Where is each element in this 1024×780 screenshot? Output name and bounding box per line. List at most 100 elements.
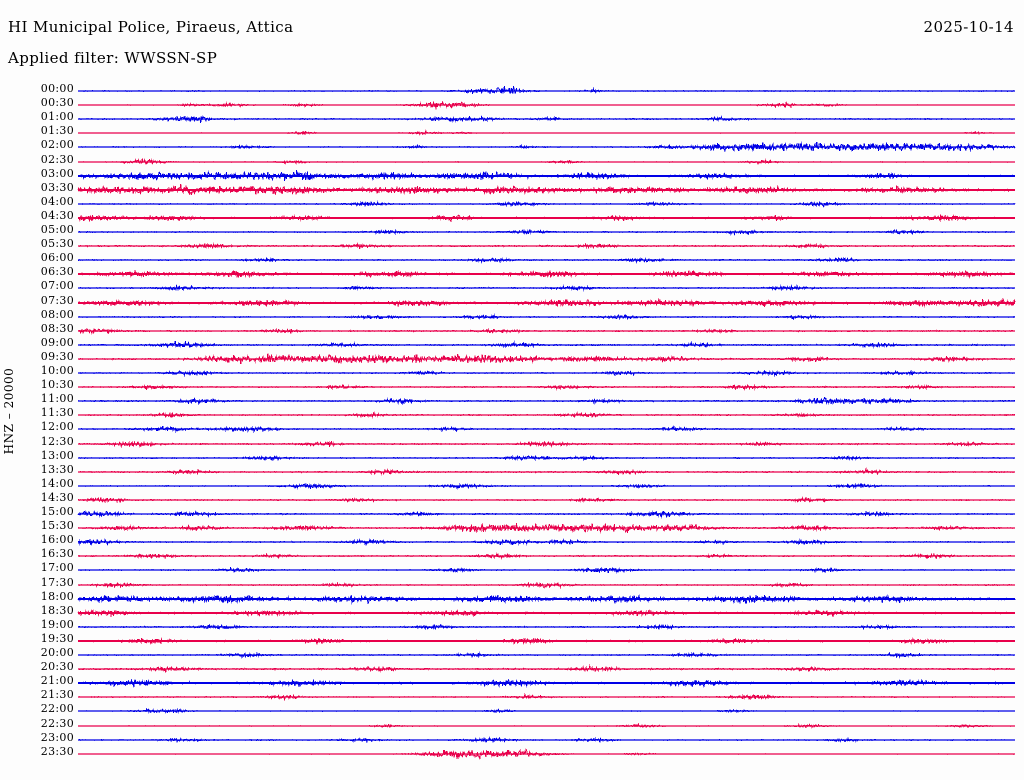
row-time-label: 10:00 xyxy=(40,364,74,377)
row-time-label: 18:00 xyxy=(40,589,74,603)
row-time-label: 06:00 xyxy=(40,251,74,265)
row-time-label: 03:00 xyxy=(40,166,74,180)
seismic-trace xyxy=(77,408,1016,422)
row-time-label: 03:30 xyxy=(40,180,74,194)
seismic-trace xyxy=(77,549,1016,563)
helicorder-row: 13:00 xyxy=(0,449,1024,465)
trace-svg xyxy=(77,242,1016,250)
seismic-trace xyxy=(77,620,1016,634)
trace-svg xyxy=(77,269,1016,279)
trace-waveform xyxy=(77,678,1016,689)
trace-waveform xyxy=(77,85,1016,95)
seismic-trace xyxy=(78,366,1016,380)
trace-svg xyxy=(77,425,1016,434)
helicorder-row: 11:00 xyxy=(0,393,1024,408)
seismic-trace xyxy=(77,733,1016,747)
helicorder-plot: 00:00 00:30 01:00 01:30 02:00 02:30 03:00 03:30… xyxy=(0,80,1024,772)
helicorder-row: 14:00 xyxy=(0,476,1024,493)
helicorder-row: 07:00 xyxy=(0,279,1024,295)
row-time-label: 22:30 xyxy=(40,716,74,730)
seismic-trace xyxy=(77,634,1015,648)
trace-svg xyxy=(77,482,1016,490)
trace-waveform xyxy=(77,664,1016,673)
trace-svg xyxy=(77,256,1016,264)
seismic-trace xyxy=(77,521,1016,535)
trace-svg xyxy=(77,552,1016,561)
trace-svg xyxy=(77,510,1016,519)
helicorder-row: 07:30 xyxy=(0,294,1024,310)
seismic-trace xyxy=(77,310,1016,324)
helicorder-row: 23:00 xyxy=(0,731,1024,747)
trace-waveform xyxy=(77,284,1016,292)
trace-waveform xyxy=(77,100,1016,110)
seismic-trace xyxy=(77,394,1016,408)
row-time-label: 15:00 xyxy=(40,505,74,518)
trace-svg xyxy=(77,200,1016,208)
trace-waveform xyxy=(77,129,1016,137)
trace-waveform xyxy=(77,157,1016,165)
seismic-trace xyxy=(77,578,1016,592)
seismic-trace xyxy=(77,140,1016,154)
row-time-label: 15:30 xyxy=(40,519,74,533)
seismic-trace xyxy=(77,704,1016,718)
trace-svg xyxy=(77,566,1016,575)
trace-waveform xyxy=(77,552,1016,561)
trace-waveform xyxy=(77,637,1015,645)
row-time-label: 07:00 xyxy=(40,279,74,293)
seismic-trace xyxy=(77,155,1016,169)
trace-waveform xyxy=(77,496,1016,504)
helicorder-row: 01:00 xyxy=(0,111,1024,126)
trace-svg xyxy=(77,168,1016,181)
helicorder-row: 15:00 xyxy=(0,505,1024,521)
helicorder-row: 09:30 xyxy=(0,350,1024,366)
trace-waveform xyxy=(77,183,1016,196)
helicorder-row: 00:30 xyxy=(0,97,1024,112)
helicorder-row: 02:30 xyxy=(0,153,1024,169)
trace-waveform xyxy=(77,722,1016,729)
seismic-trace xyxy=(77,465,1016,479)
row-time-label: 14:30 xyxy=(40,490,74,504)
trace-svg xyxy=(77,608,1016,617)
trace-waveform xyxy=(77,466,1016,476)
seismic-trace xyxy=(77,168,1016,183)
helicorder-row: 22:30 xyxy=(0,716,1024,733)
seismic-trace xyxy=(77,422,1016,436)
row-time-label: 08:30 xyxy=(40,321,74,335)
trace-svg xyxy=(77,623,1016,631)
trace-svg xyxy=(77,747,1016,760)
row-time-label: 20:00 xyxy=(40,646,74,659)
seismic-trace xyxy=(77,676,1016,690)
trace-waveform xyxy=(77,747,1016,760)
header: HI Municipal Police, Piraeus, Attica 202… xyxy=(0,0,1024,80)
trace-waveform xyxy=(77,566,1016,575)
helicorder-row: 14:30 xyxy=(0,490,1024,507)
trace-svg xyxy=(77,296,1016,308)
row-time-label: 02:00 xyxy=(40,138,74,152)
helicorder-row: 22:00 xyxy=(0,703,1024,718)
trace-waveform xyxy=(77,228,1016,236)
trace-waveform xyxy=(77,200,1016,208)
seismic-trace xyxy=(77,324,1016,338)
seismic-trace xyxy=(77,296,1016,310)
trace-svg xyxy=(77,522,1016,534)
row-time-label: 14:00 xyxy=(40,476,74,490)
trace-svg xyxy=(77,664,1016,673)
helicorder-row: 03:00 xyxy=(0,166,1024,183)
seismic-trace xyxy=(77,606,1016,620)
helicorder-row: 13:30 xyxy=(0,463,1024,479)
trace-svg xyxy=(77,100,1016,110)
helicorder-row: 01:30 xyxy=(0,125,1024,140)
seismic-trace xyxy=(77,719,1016,733)
trace-svg xyxy=(77,722,1016,729)
row-time-label: 09:00 xyxy=(40,335,74,349)
trace-svg xyxy=(77,353,1016,364)
helicorder-row: 15:30 xyxy=(0,519,1024,535)
seismic-trace xyxy=(77,592,1016,606)
trace-waveform xyxy=(77,510,1016,519)
seismic-trace xyxy=(77,197,1016,211)
trace-svg xyxy=(77,213,1016,223)
helicorder-row: 17:00 xyxy=(0,562,1024,577)
row-time-label: 08:00 xyxy=(40,307,74,321)
trace-waveform xyxy=(77,296,1016,308)
trace-waveform xyxy=(77,213,1016,223)
